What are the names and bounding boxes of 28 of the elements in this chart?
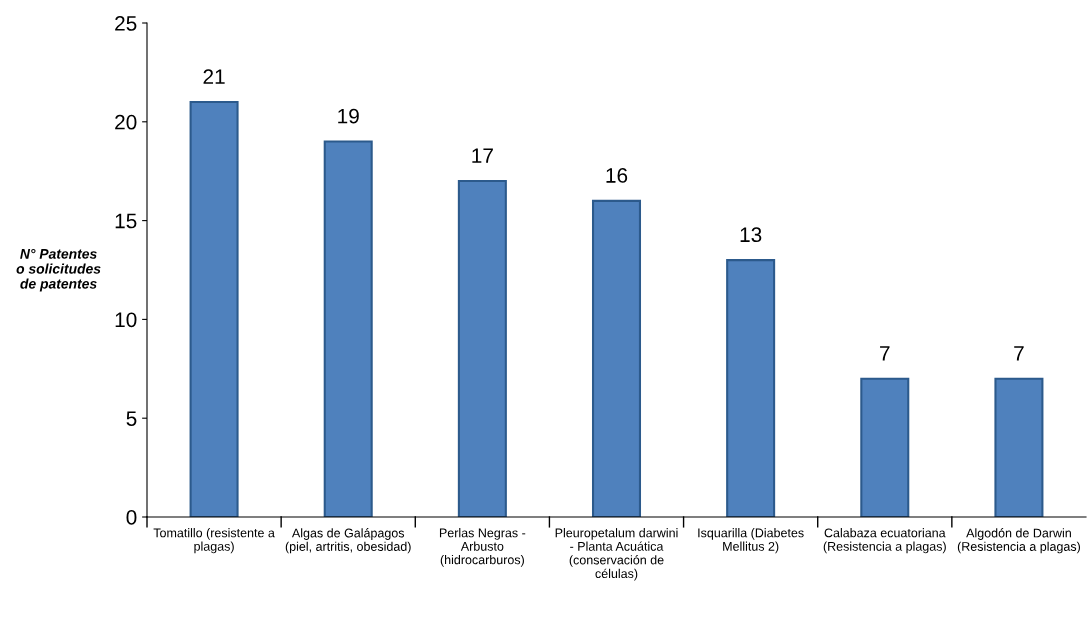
data-label: 7 [880, 346, 890, 361]
y-tick-label: 5 [126, 411, 137, 426]
data-label: 19 [338, 108, 359, 124]
x-tick-label: Algas de Galápagos (piel, artritis, obesidad) [285, 528, 411, 554]
bar [323, 140, 373, 517]
y-axis-title: N° Patentes o solicitudes de patentes [16, 248, 101, 292]
x-tick-label: Algodón de Darwin (Resistencia a plagas) [957, 528, 1080, 554]
x-tick-label: Perlas Negras - Arbusto (hidrocarburos) [439, 528, 526, 567]
x-tick-label: Tomatillo (resistente a plagas) [153, 528, 275, 554]
data-label: 13 [740, 227, 762, 243]
data-label: 17 [472, 148, 493, 163]
x-tick-label: Pleuropetalum darwini - Planta Acuática (conservación de células) [555, 528, 678, 581]
bar [994, 377, 1044, 517]
y-tick-label: 0 [126, 510, 137, 525]
data-label: 7 [1014, 346, 1024, 361]
bar [726, 259, 776, 517]
y-tick-label: 10 [115, 312, 137, 328]
y-tick-label: 25 [115, 16, 137, 31]
y-tick-label: 15 [115, 213, 137, 229]
x-tick-label: Isquarilla (Diabetes Mellitus 2) [698, 528, 804, 554]
data-label: 16 [606, 168, 628, 183]
x-tick-label: Calabaza ecuatoriana (Resistencia a plagas) [823, 528, 946, 554]
bar [189, 101, 239, 517]
bar [591, 199, 642, 517]
y-tick-label: 20 [115, 114, 137, 130]
bar [860, 377, 910, 517]
data-label: 21 [203, 69, 225, 84]
bar [457, 180, 507, 517]
